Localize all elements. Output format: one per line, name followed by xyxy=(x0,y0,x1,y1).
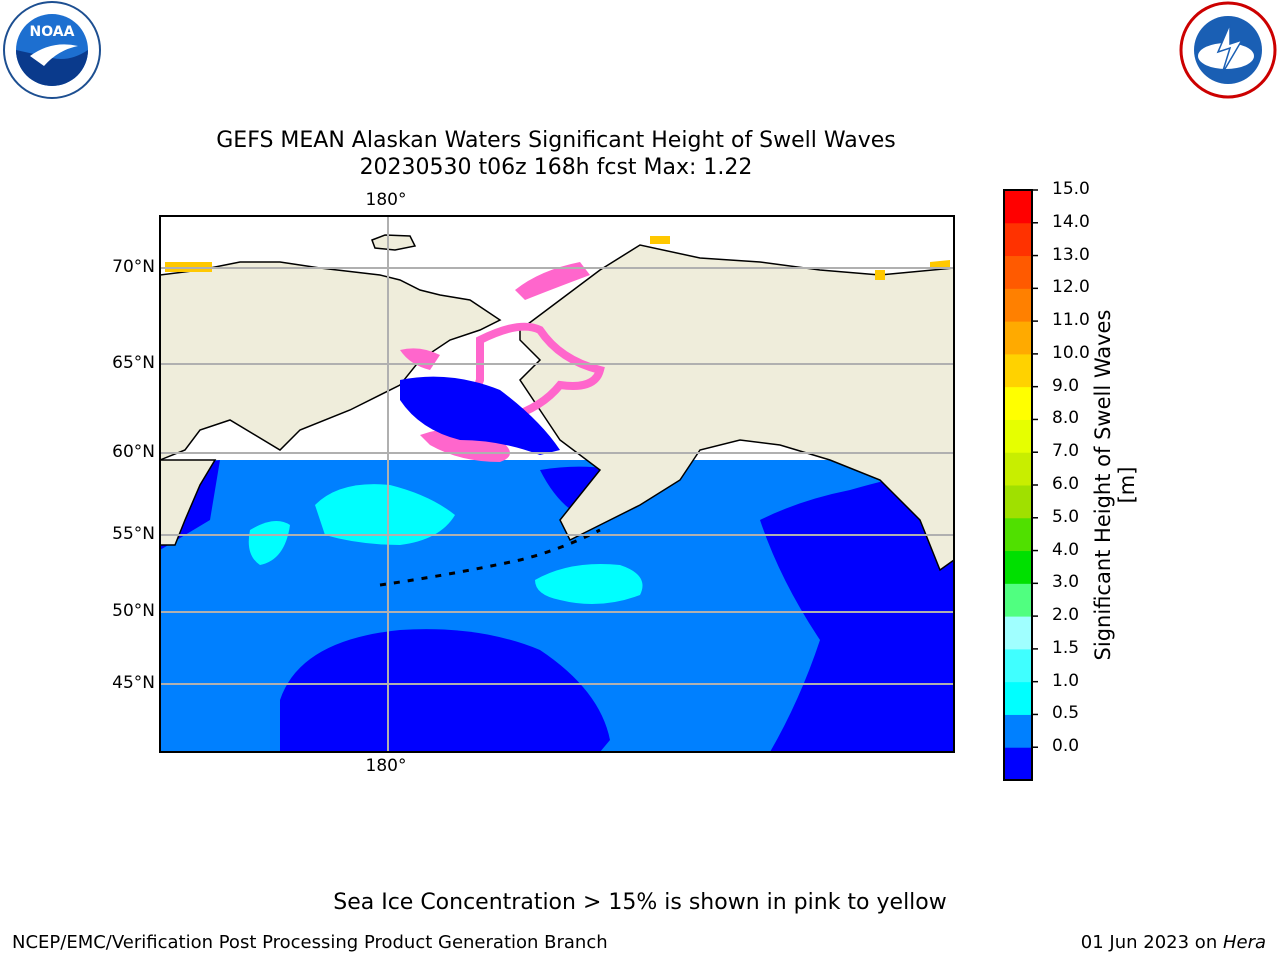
lat-label-50: 50°N xyxy=(112,601,155,621)
higher-swell-patch xyxy=(535,564,643,604)
colorbar-bin xyxy=(1004,288,1032,322)
colorbar-bin xyxy=(1004,222,1032,257)
colorbar-tick-label: 0.0 xyxy=(1052,736,1080,757)
sea-ice-edge xyxy=(875,270,885,280)
sea-ice-note: Sea Ice Concentration > 15% is shown in … xyxy=(333,890,947,915)
colorbar-tick-label: 0.5 xyxy=(1052,703,1080,724)
colorbar-tick-label: 6.0 xyxy=(1052,474,1080,494)
sea-ice-strait xyxy=(515,262,590,300)
colorbar-tick-label: 8.0 xyxy=(1052,408,1080,429)
colorbar-tick-label: 5.0 xyxy=(1052,506,1080,527)
colorbar-bin xyxy=(1004,353,1032,388)
colorbar-bin xyxy=(1004,616,1032,650)
credit-branch: NCEP/EMC/Verification Post Processing Pr… xyxy=(12,932,608,953)
colorbar-bin xyxy=(1004,190,1032,224)
sea-ice-edge xyxy=(650,236,670,244)
noaa-logo: NOAA xyxy=(3,1,101,99)
lon-label-top: 180° xyxy=(365,190,407,210)
higher-swell-patch xyxy=(248,521,290,565)
credit-date-text: 01 Jun 2023 on xyxy=(1080,932,1223,953)
noaa-logo-text: NOAA xyxy=(30,24,75,40)
colorbar-bin xyxy=(1004,747,1032,781)
kamchatka-land xyxy=(160,459,217,546)
colorbar-bin xyxy=(1004,419,1032,453)
map-frame xyxy=(159,215,955,753)
low-swell-region xyxy=(280,629,610,752)
nws-logo xyxy=(1179,1,1277,99)
credit-date: 01 Jun 2023 on Hera xyxy=(1081,932,1266,953)
lon-label-bottom: 180° xyxy=(365,756,407,776)
colorbar-tick-label: 11.0 xyxy=(1052,310,1090,331)
colorbar-tick-label: 3.0 xyxy=(1052,572,1080,593)
wrangel-island xyxy=(371,234,417,251)
colorbar-tick-label: 14.0 xyxy=(1052,211,1090,232)
lat-label-70: 70°N xyxy=(112,257,155,277)
colorbar-bin xyxy=(1004,517,1032,552)
higher-swell-patch xyxy=(315,484,455,545)
colorbar-bin xyxy=(1004,386,1032,420)
colorbar-bin xyxy=(1004,681,1032,715)
chukotka-land xyxy=(160,216,502,461)
colorbar-tick-label: 4.0 xyxy=(1052,539,1080,560)
colorbar-tick-label: 13.0 xyxy=(1052,244,1090,265)
alaska-land xyxy=(519,244,954,572)
graticule xyxy=(160,216,954,752)
colorbar-bin xyxy=(1004,485,1032,519)
lat-label-60: 60°N xyxy=(112,442,155,462)
colorbar-bin xyxy=(1004,648,1032,683)
colorbar-bin xyxy=(1004,550,1032,584)
colorbar-bin xyxy=(1004,452,1032,486)
lat-label-45: 45°N xyxy=(112,673,155,693)
lat-label-55: 55°N xyxy=(112,524,155,544)
credit-machine: Hera xyxy=(1222,932,1266,953)
colorbar-bin xyxy=(1004,583,1032,617)
low-swell-bering-sea xyxy=(400,376,560,455)
lat-label-65: 65°N xyxy=(112,353,155,373)
colorbar-bin xyxy=(1004,714,1032,748)
colorbar-tick-label: 9.0 xyxy=(1052,375,1080,396)
map-title: GEFS MEAN Alaskan Waters Significant Hei… xyxy=(216,128,896,153)
colorbar-tick-label: 1.0 xyxy=(1052,670,1080,691)
colorbar-tick-label: 2.0 xyxy=(1052,605,1080,626)
colorbar-tick-label: 12.0 xyxy=(1052,277,1090,298)
colorbar-tick-label: 10.0 xyxy=(1052,342,1090,363)
colorbar-bin xyxy=(1004,255,1032,289)
colorbar xyxy=(1003,189,1038,781)
colorbar-tick-label: 1.5 xyxy=(1052,637,1080,658)
map-subtitle: 20230530 t06z 168h fcst Max: 1.22 xyxy=(359,155,753,180)
aleutian-islands xyxy=(379,528,601,587)
colorbar-tick-label: 15.0 xyxy=(1052,179,1090,199)
colorbar-title: Significant Height of Swell Waves [m] xyxy=(1091,309,1139,661)
colorbar-bin xyxy=(1004,321,1032,355)
sea-ice-edge xyxy=(930,260,950,268)
colorbar-tick-label: 7.0 xyxy=(1052,441,1080,462)
